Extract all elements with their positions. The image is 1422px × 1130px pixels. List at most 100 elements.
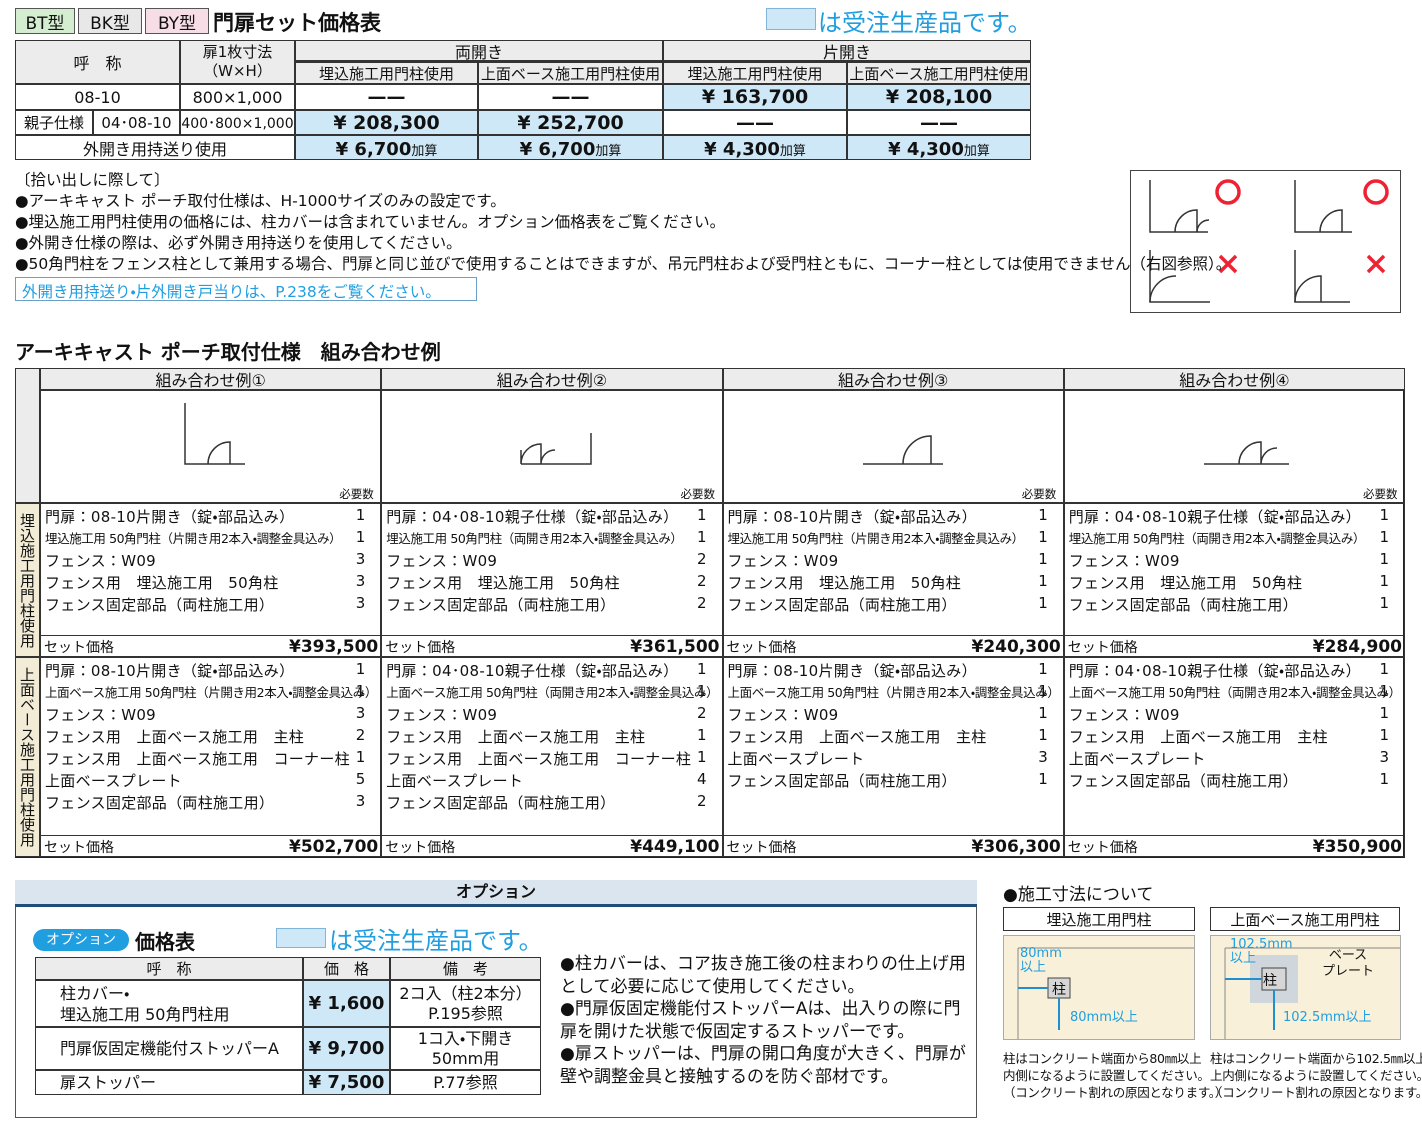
plate-label: ベース プレート	[1322, 948, 1374, 980]
item-qty: 3	[1379, 748, 1389, 766]
item-qty: 3	[355, 550, 366, 568]
items-cell	[40, 657, 382, 857]
caption-line: 上内側になるように設置してください。	[1210, 1068, 1422, 1083]
example-header: 組み合わせ例①	[40, 368, 382, 390]
item-name: フェンス用 埋込施工用 50角柱	[727, 574, 962, 592]
option-name-line: 扉ストッパー	[60, 1073, 157, 1092]
item-name: フェンス：W09	[1068, 706, 1180, 724]
item-name: フェンス固定部品（両柱施工用）	[727, 596, 957, 614]
item-qty: 1	[1038, 726, 1048, 744]
set-price-row: セット価格 ¥306,300	[722, 835, 1064, 857]
set-price-label: セット価格	[1067, 839, 1138, 856]
diagram-cell	[1063, 390, 1405, 503]
item-qty: 1	[1379, 506, 1389, 524]
table-header: 扉1枚寸法 （W×H）	[180, 40, 295, 84]
item-name: フェンス用 上面ベース施工用 コーナー柱	[386, 750, 692, 768]
page-title: 門扉セット価格表	[213, 11, 381, 35]
item-name: フェンス固定部品（両柱施工用）	[727, 772, 957, 790]
row-size: 400･800×1,000	[180, 110, 295, 135]
price: ¥ 208,100	[847, 84, 1031, 110]
item-name: フェンス固定部品（両柱施工用）	[386, 596, 616, 614]
item-name: フェンス用 上面ベース施工用 主柱	[45, 728, 305, 746]
item-name: 門扉：04･08-10親子仕様（錠・部品込み）	[1068, 662, 1361, 680]
item-name: 上面ベースプレート	[45, 772, 182, 790]
gate-diagram	[862, 435, 943, 465]
item-qty: 5	[355, 770, 366, 788]
item-qty: 1	[1038, 506, 1048, 524]
option-note-line: 1コ入・下開き	[417, 1028, 514, 1048]
set-price: ¥350,900	[1312, 836, 1402, 857]
options-band: オプション	[15, 880, 977, 907]
item-qty: 1	[1038, 594, 1048, 612]
legend-note: は受注生産品です。	[329, 927, 543, 955]
item-name: 埋込施工用 50角門柱（両開き用2本入・調整金具込み）	[386, 531, 683, 546]
option-name-line: 門扉仮固定機能付ストッパーA	[60, 1039, 279, 1058]
construction-title: ●施工寸法について	[1003, 885, 1154, 905]
item-qty: 2	[696, 792, 707, 810]
type-tag: BT型	[15, 8, 75, 34]
option-header: 備 考	[390, 957, 541, 980]
item-name: フェンス用 上面ベース施工用 コーナー柱	[45, 750, 350, 768]
option-name: 扉ストッパー	[35, 1070, 303, 1095]
sub-header: 埋込施工用門柱使用	[295, 62, 478, 84]
header-line: （W×H）	[203, 62, 272, 80]
item-name: 埋込施工用 50角門柱（片開き用2本入・調整金具込み）	[727, 531, 1025, 546]
set-price: ¥306,300	[971, 836, 1061, 857]
item-name: フェンス：W09	[727, 706, 839, 724]
example-header: 組み合わせ例②	[381, 368, 723, 390]
plate-label-line: プレート	[1322, 964, 1375, 979]
dash: ——	[847, 110, 1031, 135]
item-qty: 1	[1038, 528, 1048, 546]
sub-header: 埋込施工用門柱使用	[663, 62, 847, 84]
option-price: ¥ 7,500	[303, 1070, 390, 1095]
item-qty: 1	[696, 726, 707, 744]
note-box: 外開き用持送り・片外開き戸当りは、P.238をご覧ください。	[15, 277, 477, 301]
items-cell	[381, 657, 723, 857]
item-name: 上面ベースプレート	[386, 772, 524, 790]
price: ¥ 4,300 加算	[663, 135, 847, 160]
item-qty: 1	[1038, 682, 1048, 700]
panel-title: 埋込施工用門柱	[1003, 907, 1195, 931]
item-name: フェンス用 上面ベース施工用 主柱	[727, 728, 987, 746]
item-qty: 1	[1379, 572, 1389, 590]
price: ¥ 4,300 加算	[847, 135, 1031, 160]
example-header: 組み合わせ例④	[1063, 368, 1405, 390]
item-qty: 1	[355, 682, 366, 700]
set-price: ¥284,900	[1312, 636, 1402, 657]
option-note-line: 50mm用	[431, 1048, 500, 1068]
diagram-cell	[381, 390, 723, 503]
legend-swatch	[276, 928, 326, 948]
price: ¥ 208,300	[295, 110, 478, 135]
item-qty: 2	[696, 594, 707, 612]
row-size: 800×1,000	[180, 84, 295, 110]
item-qty: 1	[1379, 594, 1389, 612]
item-qty: 1	[696, 660, 707, 678]
item-qty: 2	[696, 550, 707, 568]
caption-line: 柱はコンクリート端面から102.5㎜以上	[1210, 1051, 1422, 1066]
item-name: 門扉：08-10片開き（錠・部品込み）	[727, 662, 977, 680]
item-name: フェンス用 上面ベース施工用 主柱	[1068, 728, 1328, 746]
price-suffix: 加算	[595, 144, 622, 159]
note: ●外開き仕様の際は、必ず外開き用持送りを使用してください。	[15, 234, 462, 252]
price: ¥ 163,700	[663, 84, 847, 110]
gate-diagram	[1203, 441, 1289, 465]
item-name: フェンス固定部品（両柱施工用）	[386, 794, 616, 812]
option-note-line: 2コ入（柱2本分）	[399, 983, 532, 1003]
dash: ——	[663, 110, 847, 135]
item-name: フェンス固定部品（両柱施工用）	[45, 794, 275, 812]
row-name: 親子仕様	[15, 110, 93, 135]
required-label: 必要数	[1363, 487, 1398, 501]
set-price: ¥393,500	[288, 636, 379, 657]
item-qty: 1	[1379, 528, 1389, 546]
price: ¥ 6,700 加算	[295, 135, 478, 160]
required-label: 必要数	[680, 487, 716, 501]
option-header: 呼 称	[35, 957, 303, 980]
item-qty: 2	[696, 572, 707, 590]
option-bullet: ●扉ストッパーは、門扉の開口角度が大きく、門扉が壁や調整金具と接触するのを防ぐ部…	[560, 1044, 966, 1087]
type-tag: BK型	[78, 8, 142, 34]
diagram-cell	[40, 390, 382, 503]
row-name: 08-10	[15, 84, 180, 110]
group-header: 片開き	[663, 40, 1031, 62]
